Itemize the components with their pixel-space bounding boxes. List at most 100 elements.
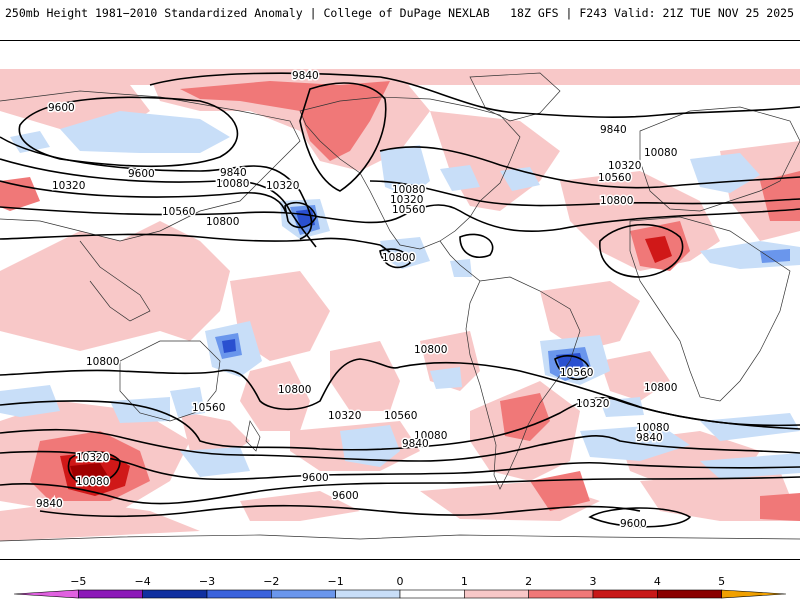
contour-9600-closed-satl [588,507,692,528]
contour-label: 9840 [600,124,627,136]
europe-outline [639,106,800,212]
contour-label: 10080 [644,147,677,159]
colorbar-tick-label: 3 [590,575,597,588]
antarctica-outline [0,534,800,542]
contour-label: 10800 [206,216,239,228]
asia-outline [0,90,301,242]
contour-label: 10320 [576,398,609,410]
contour-label: 9840 [636,432,663,444]
contour-label: 9840 [36,498,63,510]
colorbar-segment [464,589,529,599]
colorbar-tick-label: 1 [461,575,468,588]
colorbar-tick-label: 2 [525,575,532,588]
colorbar-tick-label: 0 [397,575,404,588]
contour-label: 10320 [328,410,361,422]
colorbar-segment [142,589,208,599]
contour-10800-west [0,233,411,259]
new-zealand-outline [245,420,261,452]
contour-label: 10080 [392,184,425,196]
north-america-outline [299,96,521,250]
colorbar-segment [592,589,658,599]
contour-label: 10800 [86,356,119,368]
anomaly-colorbar: −5 −4 −3 −2 −1 0 1 2 3 4 5 [13,575,787,599]
continent-outlines [0,72,800,542]
colorbar-segment [721,589,787,599]
contour-10080-us [379,146,800,189]
contour-label: 10800 [600,195,633,207]
map-title: 250mb Height 1981−2010 Standardized Anom… [5,6,490,20]
contour-label: 10080 [636,422,669,434]
contour-10800-afr [599,223,684,278]
contour-label: 10560 [392,204,425,216]
contour-label: 10800 [382,252,415,264]
contour-label: 10800 [414,344,447,356]
contour-label: 9600 [620,518,647,530]
model-run-info: 18Z GFS | F243 Valid: 21Z TUE NOV 25 202… [510,6,794,20]
contour-label: 10800 [278,384,311,396]
contour-label: 10800 [644,382,677,394]
australia-outline [119,340,221,422]
contour-10800-closed-pac [379,248,411,269]
colorbar-segment [335,589,401,599]
colorbar-tick-label: −3 [199,575,215,588]
colorbar-segment [78,589,143,599]
contour-9600-aleutian [299,82,387,192]
contour-10560-closed-sam [554,355,591,381]
contour-label: 10320 [390,194,423,206]
contour-9840-sh [0,476,800,505]
colorbar-tick-label: −5 [70,575,86,588]
contour-10560-sh [0,397,800,451]
southeast-asia-outline [79,240,151,322]
contour-label: 9600 [128,168,155,180]
contour-label: 10320 [52,180,85,192]
contour-label: 10320 [76,452,109,464]
contour-10080-west [0,158,317,248]
colorbar-tick-label: −4 [135,575,151,588]
colorbar-segment [528,589,594,599]
colorbar-tick-label: 4 [654,575,661,588]
contour-label: 10320 [266,180,299,192]
contour-label: 10560 [192,402,225,414]
contour-label: 9600 [332,490,359,502]
contour-10560-closed-wpac [284,201,317,229]
contour-10560-west [0,204,800,233]
contour-label: 10320 [608,160,641,172]
contour-9840-west [0,136,313,240]
contour-10320-us [369,180,800,207]
anomaly-shading-pos4 [70,463,110,487]
contour-9840-north-pacific [149,72,800,118]
colorbar-segment [399,589,465,599]
colorbar-tick-label: 5 [718,575,725,588]
contour-label: 9600 [48,102,75,114]
contour-label: 10560 [598,172,631,184]
contour-label: 10080 [414,430,447,442]
contour-label: 10560 [560,367,593,379]
central-america-outline [439,240,481,282]
greenland-outline [469,72,561,122]
contour-label: 10080 [76,476,109,488]
africa-outline [629,216,791,402]
map-panel[interactable]: 9840 9600 9600 9840 10080 10320 10320 10… [0,40,800,560]
contour-labels: 9840 9600 9600 9840 10080 10320 10320 10… [35,69,679,532]
colorbar-segment [271,589,336,599]
colorbar-tick-label: −2 [263,575,279,588]
contour-10320-closed-sio [67,450,121,485]
contour-label: 9600 [302,472,329,484]
contour-10080-sh [0,450,800,481]
contour-label: 9840 [220,167,247,179]
anomaly-shading-pos2 [0,81,800,521]
colorbar-segment [657,589,722,599]
contour-10800-closed-us [459,233,494,259]
map-canvas[interactable]: 9840 9600 9600 9840 10080 10320 10320 10… [0,41,800,559]
colorbar-tick-label: −1 [328,575,344,588]
colorbar-segment [13,589,79,599]
contour-label: 9840 [292,70,319,82]
contour-label: 10560 [384,410,417,422]
anomaly-shading-neg1 [0,111,800,479]
height-contours [0,72,800,528]
contour-10320-sh [0,428,800,462]
south-america-outline [465,276,581,490]
contour-label: 9840 [402,438,429,450]
contour-9600-sh [39,504,641,518]
contour-10320-west [0,180,287,214]
